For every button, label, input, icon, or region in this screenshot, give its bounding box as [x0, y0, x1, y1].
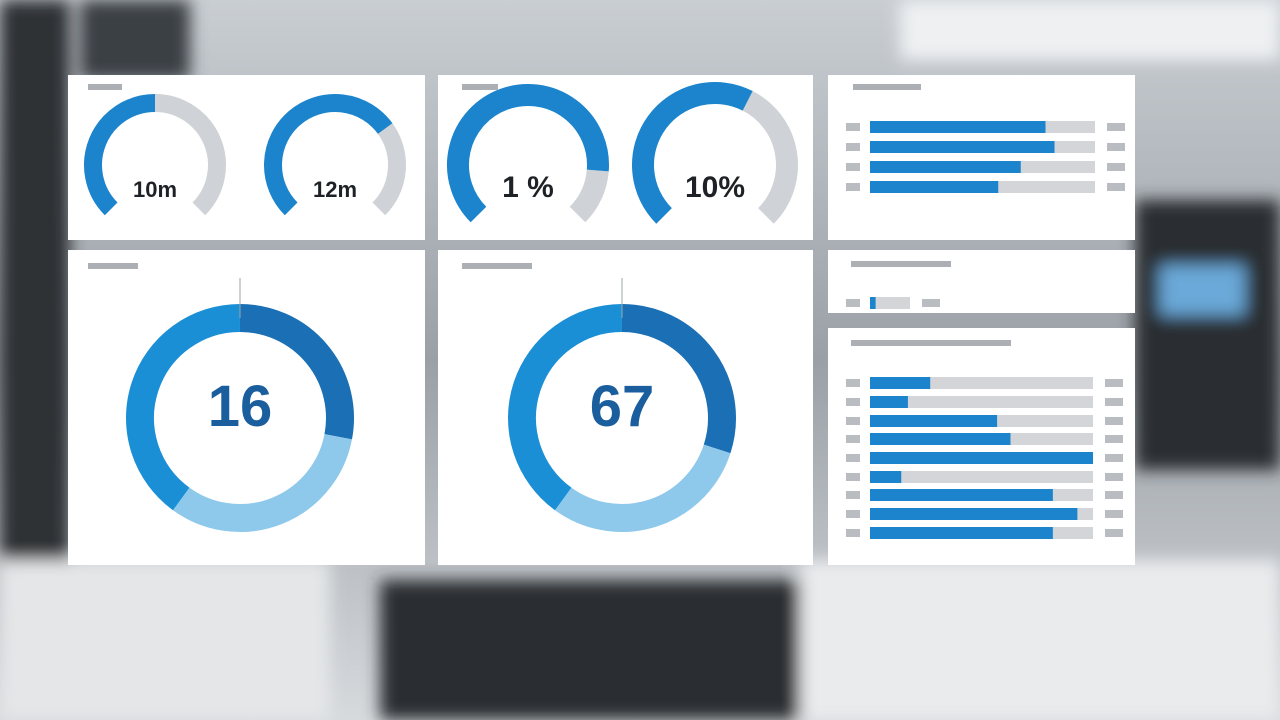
donut-segment	[173, 433, 352, 532]
bar	[870, 489, 1053, 501]
label-placeholder	[1105, 398, 1123, 406]
bar	[870, 415, 998, 427]
gauge-fill	[264, 94, 393, 216]
bar	[870, 161, 1021, 173]
label-placeholder	[846, 299, 860, 307]
bar	[870, 141, 1055, 153]
label-placeholder	[1107, 143, 1125, 151]
gauge-label: 12m	[313, 177, 357, 202]
label-placeholder	[1105, 529, 1123, 537]
label-placeholder	[846, 379, 860, 387]
heading-placeholder	[851, 261, 951, 267]
bar	[870, 181, 999, 193]
gauge-fill	[632, 82, 753, 224]
label-placeholder	[1105, 417, 1123, 425]
donut-segment	[621, 304, 736, 454]
label-placeholder	[846, 417, 860, 425]
label-placeholder	[1105, 435, 1123, 443]
heading-placeholder	[853, 84, 921, 90]
label-placeholder	[1105, 379, 1123, 387]
gauge-track	[154, 94, 226, 216]
gauge-track	[372, 123, 406, 216]
label-placeholder	[846, 473, 860, 481]
panel	[828, 75, 1135, 240]
label-placeholder	[846, 491, 860, 499]
label-placeholder	[922, 299, 940, 307]
gauge-label: 1 %	[502, 171, 554, 204]
label-placeholder	[846, 454, 860, 462]
bar	[870, 508, 1078, 520]
label-placeholder	[846, 510, 860, 518]
heading-placeholder	[462, 263, 532, 269]
label-placeholder	[1107, 183, 1125, 191]
label-placeholder	[846, 529, 860, 537]
donut-value: 67	[590, 374, 655, 439]
donut-segment	[508, 304, 623, 511]
heading-placeholder	[88, 84, 122, 90]
label-placeholder	[846, 183, 860, 191]
label-placeholder	[846, 123, 860, 131]
label-placeholder	[1105, 491, 1123, 499]
label-placeholder	[1107, 123, 1125, 131]
bar	[870, 396, 908, 408]
bar	[870, 452, 1093, 464]
bar	[870, 433, 1011, 445]
gauge-fill	[447, 84, 609, 223]
bar	[870, 471, 902, 483]
donut-segment	[126, 304, 241, 511]
gauge-label: 10%	[685, 171, 745, 204]
label-placeholder	[1105, 473, 1123, 481]
gauge-track	[742, 91, 798, 224]
heading-placeholder	[851, 340, 1011, 346]
label-placeholder	[846, 143, 860, 151]
donut-segment	[555, 444, 731, 532]
gauge-label: 10m	[133, 177, 177, 202]
bar	[870, 297, 876, 309]
bar	[870, 377, 931, 389]
label-placeholder	[1105, 510, 1123, 518]
donut-segment	[239, 304, 354, 440]
bar-track	[870, 297, 910, 309]
label-placeholder	[1107, 163, 1125, 171]
heading-placeholder	[88, 263, 138, 269]
bar	[870, 527, 1053, 539]
panel	[828, 328, 1135, 565]
heading-placeholder	[462, 84, 498, 90]
donut-value: 16	[208, 374, 273, 439]
gauge-fill	[84, 94, 156, 216]
label-placeholder	[846, 398, 860, 406]
label-placeholder	[846, 435, 860, 443]
gauge-track	[569, 169, 609, 223]
label-placeholder	[846, 163, 860, 171]
bar-track	[870, 396, 1093, 408]
label-placeholder	[1105, 454, 1123, 462]
bar	[870, 121, 1046, 133]
bar-track	[870, 471, 1093, 483]
panel	[68, 75, 425, 240]
